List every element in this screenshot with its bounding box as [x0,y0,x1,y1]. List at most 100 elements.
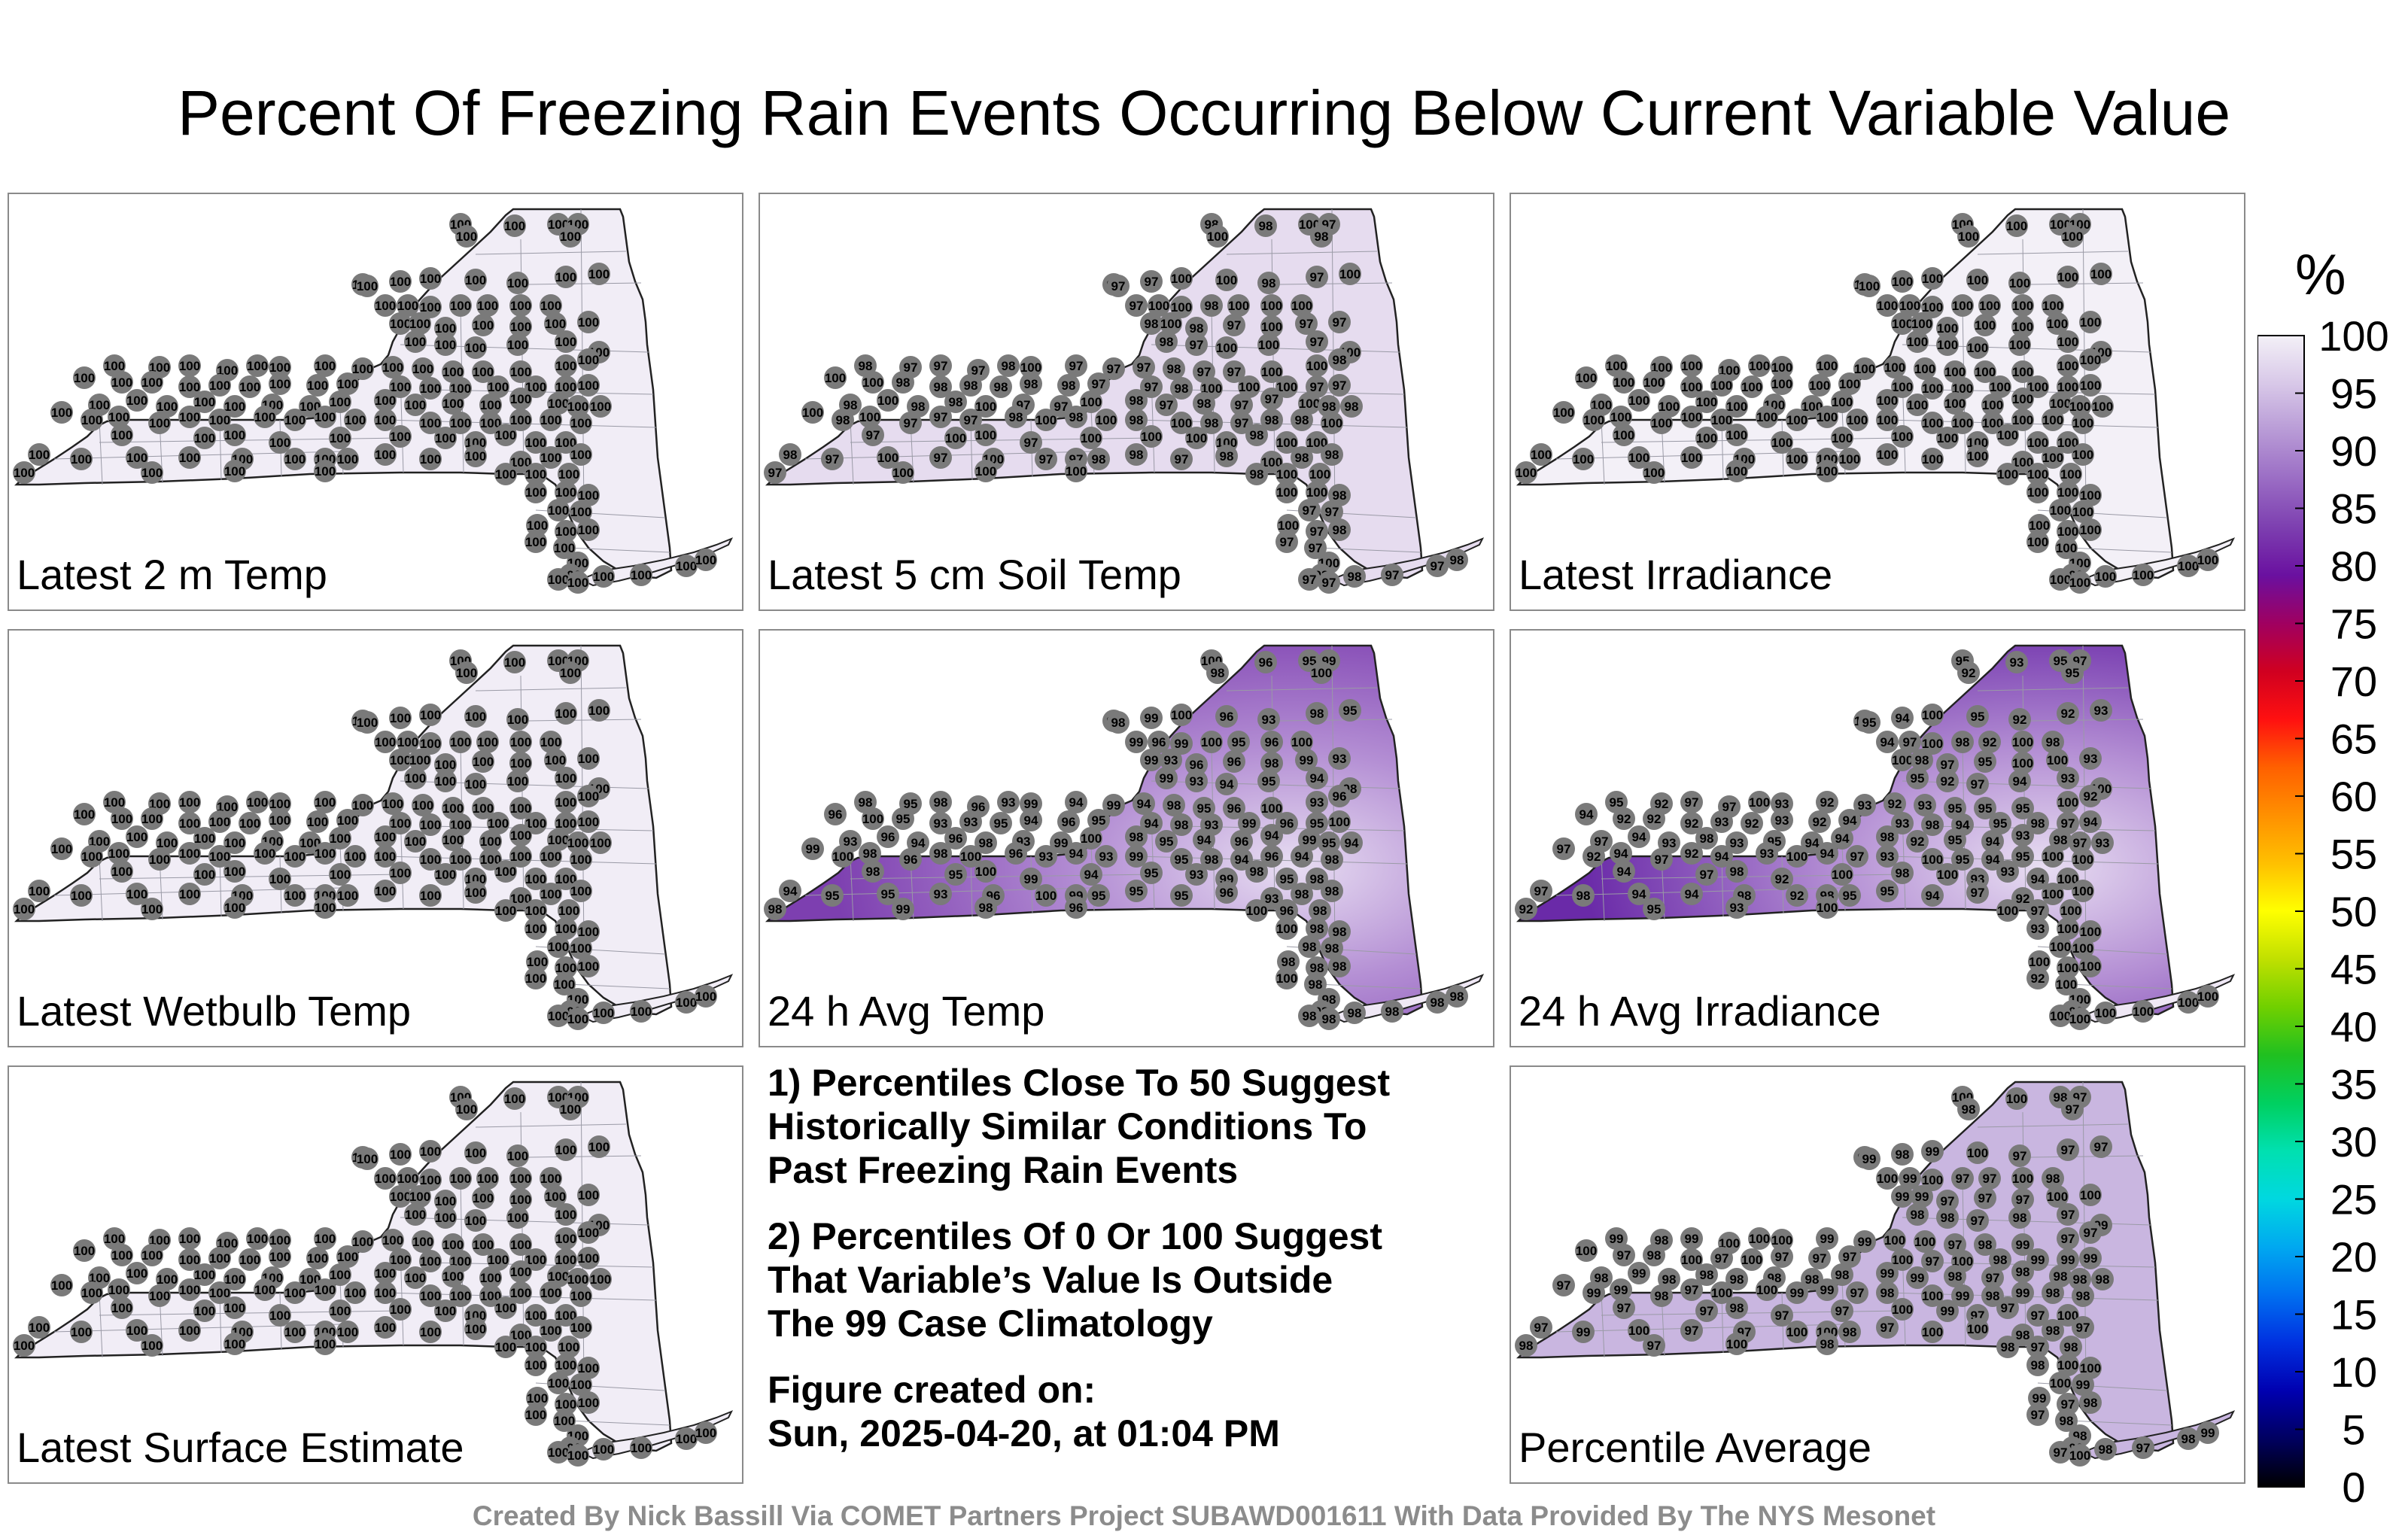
station-dot [509,1281,532,1304]
station-dot [1748,791,1771,813]
station-dot [1996,899,2019,922]
station-dot [239,375,261,398]
station-marker: 100 [509,1324,532,1346]
station-value: 100 [157,1272,178,1287]
station-value: 93 [934,816,948,831]
station-dot [2008,272,2031,294]
station-value: 100 [330,1304,351,1318]
station-dot [434,1206,457,1229]
station-dot [1936,317,1959,339]
note-2: 2) Percentiles Of 0 Or 100 Suggest That … [768,1214,1490,1345]
station-marker: 100 [506,708,529,731]
station-value: 93 [1164,753,1178,768]
station-value: 100 [504,219,525,233]
station-dot [509,294,532,317]
station-dot [1340,395,1363,418]
station-marker: 96 [1254,651,1277,673]
station-marker: 98 [1957,1098,1980,1120]
station-dot [1816,1278,1838,1301]
station-value: 100 [284,1286,306,1300]
colorbar-tick-label: 70 [2330,658,2377,705]
station-dot [1125,731,1148,753]
station-dot [1891,375,1914,398]
station-dot [329,391,351,413]
station-value: 97 [1722,800,1737,814]
station-marker: 100 [2049,935,2072,958]
station-value: 100 [405,398,426,412]
station-dot [1291,845,1313,868]
station-marker: 94 [1065,791,1087,813]
station-value: 93 [2096,836,2110,850]
station-value: 100 [269,797,290,811]
station-dot [479,1266,502,1289]
station-marker: 100 [419,1140,442,1163]
station-marker: 100 [524,481,547,503]
station-marker: 97 [1035,448,1057,470]
station-marker: 97 [1978,1167,2001,1190]
station-dot [506,708,529,731]
station-value: 100 [578,789,599,804]
station-marker: 100 [567,1444,589,1467]
station-dot [2057,1203,2079,1226]
panel-label: 24 h Avg Irradiance [1519,987,1881,1035]
note-line: 1) Percentiles Close To 50 Suggest [768,1062,1391,1104]
station-marker: 100 [1846,409,1868,431]
station-marker: 100 [13,1334,35,1357]
station-marker: 100 [506,333,529,356]
station-marker: 100 [524,917,547,940]
station-value: 95 [1948,801,1963,816]
station-dot [1260,731,1283,753]
station-value: 100 [480,834,501,849]
station-dot [2026,917,2049,940]
station-dot [1695,427,1718,449]
station-marker: 100 [1321,412,1343,434]
station-value: 100 [695,1426,716,1440]
station-dot [434,1190,457,1212]
station-dot [208,810,231,833]
station-marker: 100 [555,767,577,789]
station-dot [801,837,824,860]
station-marker: 93 [2005,651,2028,673]
station-value: 100 [507,1149,528,1163]
station-value: 98 [1325,884,1339,898]
station-value: 97 [1850,1286,1865,1300]
station-value: 99 [2031,1253,2045,1267]
station-value: 100 [442,833,464,847]
station-value: 100 [2095,570,2116,584]
station-marker: 100 [1771,1229,1793,1251]
station-dot [553,973,576,995]
station-value: 98 [949,395,963,409]
station-marker: 100 [801,401,824,424]
station-dot [859,842,881,865]
station-marker: 100 [540,1167,562,1190]
station-value: 100 [1081,831,1102,846]
station-marker: 100 [1339,263,1361,285]
station-value: 94 [1265,828,1279,843]
station-marker: 100 [2011,752,2034,774]
station-value: 97 [1685,795,1699,810]
station-value: 100 [1839,452,1860,467]
station-marker: 100 [1914,1230,1936,1253]
station-dot [1944,1265,1966,1287]
station-marker: 100 [434,1190,457,1212]
station-value: 100 [2027,467,2048,482]
station-dot [108,842,130,865]
station-dot [374,409,397,431]
station-marker: 100 [1748,791,1771,813]
station-dot [1318,1008,1340,1030]
station-marker: 98 [1515,1334,1537,1357]
station-dot [284,409,306,431]
station-dot [577,1391,600,1414]
station-marker: 100 [526,514,549,536]
station-value: 94 [1295,850,1309,864]
station-marker: 100 [2011,294,2034,317]
station-value: 100 [465,777,486,792]
station-value: 100 [1937,431,1958,445]
station-dot [2090,1135,2112,1158]
county-line [850,419,854,485]
station-marker: 100 [1080,827,1102,850]
station-value: 100 [1944,365,1966,379]
station-value: 98 [1576,889,1591,903]
station-value: 100 [111,812,132,826]
